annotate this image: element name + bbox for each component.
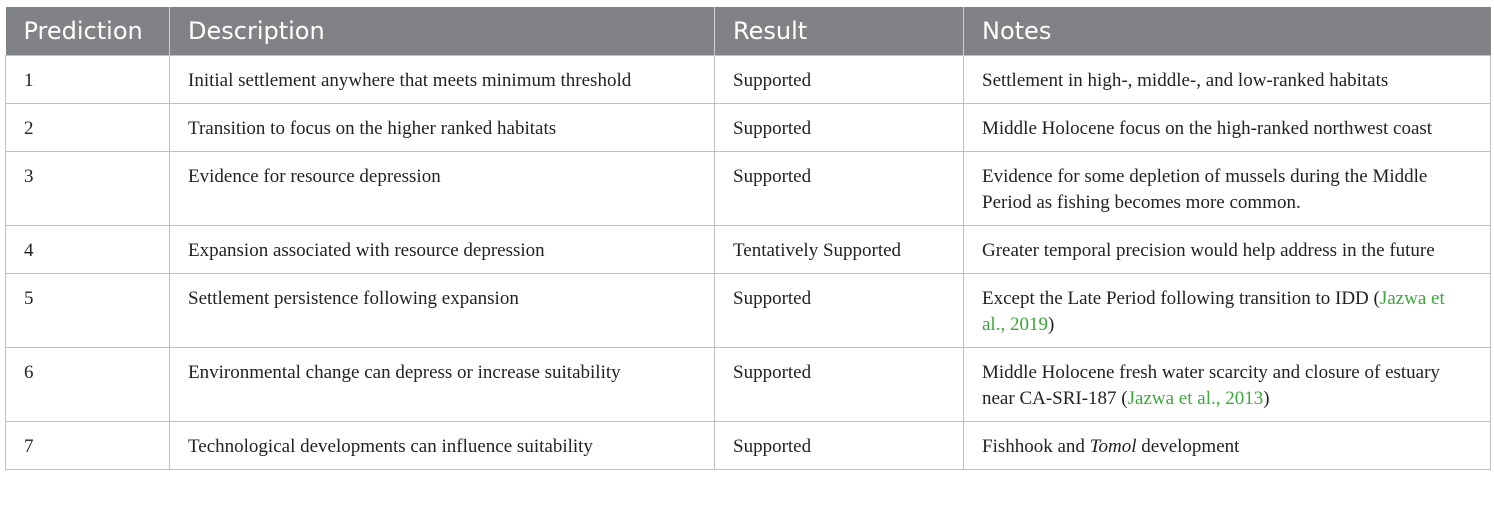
notes-text: Middle Holocene fresh water scarcity and… [982,362,1440,409]
table-row: 7 Technological developments can influen… [5,421,1491,470]
citation-link[interactable]: Jazwa et al., 2013 [1127,388,1264,409]
predictions-table: Prediction Description Result Notes 1 In… [5,7,1491,470]
cell-notes: Settlement in high-, middle-, and low-ra… [963,55,1491,104]
header-prediction: Prediction [5,7,170,56]
header-description: Description [169,7,715,56]
table-row: 1 Initial settlement anywhere that meets… [5,55,1491,104]
cell-prediction: 3 [5,151,170,226]
notes-text: development [1136,436,1240,457]
cell-prediction: 6 [5,347,170,422]
cell-notes: Fishhook and Tomol development [963,421,1491,470]
table-row: 5 Settlement persistence following expan… [5,273,1491,348]
cell-result: Supported [714,55,964,104]
cell-description: Technological developments can influence… [169,421,715,470]
cell-description: Initial settlement anywhere that meets m… [169,55,715,104]
header-notes: Notes [963,7,1491,56]
cell-result: Supported [714,347,964,422]
cell-notes: Middle Holocene focus on the high-ranked… [963,103,1491,152]
cell-result: Tentatively Supported [714,225,964,274]
table-header-row: Prediction Description Result Notes [5,7,1491,56]
cell-result: Supported [714,273,964,348]
cell-prediction: 1 [5,55,170,104]
cell-result: Supported [714,103,964,152]
cell-prediction: 4 [5,225,170,274]
table-row: 6 Environmental change can depress or in… [5,347,1491,422]
citation-link[interactable]: Jazwa et al., 2019 [982,288,1445,335]
notes-text: Fishhook and [982,436,1090,457]
cell-notes: Greater temporal precision would help ad… [963,225,1491,274]
cell-prediction: 5 [5,273,170,348]
cell-description: Settlement persistence following expansi… [169,273,715,348]
notes-text: Except the Late Period following transit… [982,288,1380,309]
cell-notes: Except the Late Period following transit… [963,273,1491,348]
cell-description: Transition to focus on the higher ranked… [169,103,715,152]
cell-prediction: 7 [5,421,170,470]
notes-text: ) [1047,314,1055,335]
cell-notes: Evidence for some depletion of mussels d… [963,151,1491,226]
cell-description: Evidence for resource depression [169,151,715,226]
table-row: 2 Transition to focus on the higher rank… [5,103,1491,152]
cell-description: Environmental change can depress or incr… [169,347,715,422]
header-result: Result [714,7,964,56]
cell-description: Expansion associated with resource depre… [169,225,715,274]
cell-prediction: 2 [5,103,170,152]
cell-notes: Middle Holocene fresh water scarcity and… [963,347,1491,422]
table-row: 3 Evidence for resource depression Suppo… [5,151,1491,226]
notes-italic-term: Tomol [1089,436,1137,457]
cell-result: Supported [714,151,964,226]
cell-result: Supported [714,421,964,470]
notes-text: ) [1263,388,1270,409]
table-row: 4 Expansion associated with resource dep… [5,225,1491,274]
